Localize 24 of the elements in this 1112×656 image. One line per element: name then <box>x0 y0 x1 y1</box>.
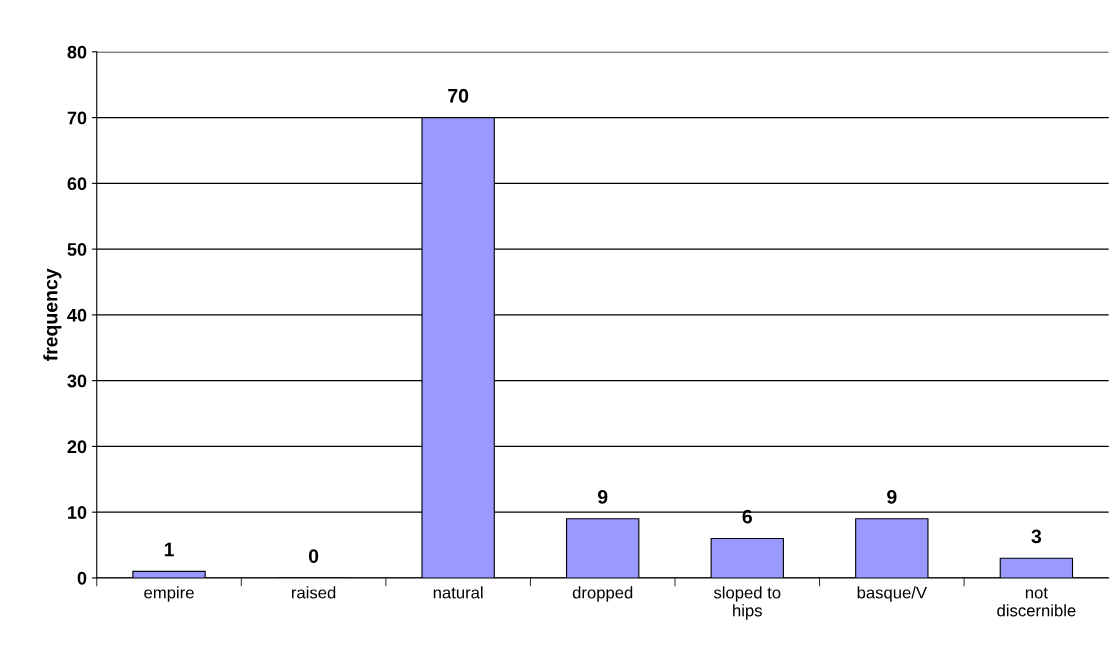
x-tick-label: sloped to hips <box>713 586 781 620</box>
data-label: 0 <box>308 549 319 563</box>
y-tick-label: 80 <box>67 45 87 59</box>
x-tick-label: empire <box>144 586 194 602</box>
x-tick-label: dropped <box>572 586 633 602</box>
y-tick-label: 60 <box>67 177 87 191</box>
data-label: 70 <box>448 88 469 103</box>
x-tick-label: not discernible <box>997 587 1076 617</box>
data-label: 1 <box>164 542 174 557</box>
x-tick-label: basque/V <box>857 586 927 602</box>
data-label: 3 <box>1031 529 1042 544</box>
x-tick-label: raised <box>292 586 336 599</box>
y-tick-label: 40 <box>67 308 87 322</box>
y-tick-label: 20 <box>67 440 87 454</box>
y-tick-label: 10 <box>68 506 87 519</box>
y-tick-label: 30 <box>67 374 87 388</box>
y-tick-label: 0 <box>77 571 87 585</box>
y-tick-label: 50 <box>67 243 87 256</box>
data-label: 9 <box>597 490 608 504</box>
data-label: 9 <box>887 490 897 504</box>
x-tick-label: natural <box>433 586 483 599</box>
y-tick-label: 70 <box>67 111 87 125</box>
y-axis-title: frequency <box>43 268 62 362</box>
data-label: 6 <box>742 509 752 524</box>
